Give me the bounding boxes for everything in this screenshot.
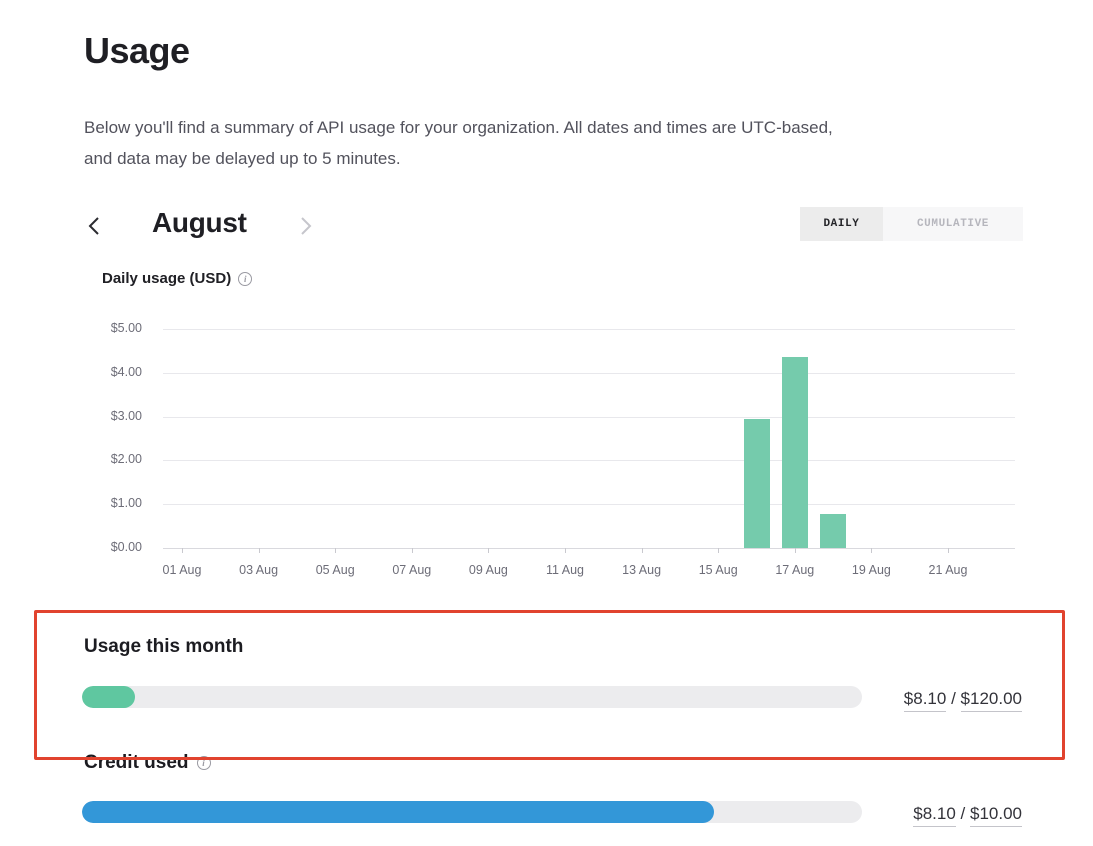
chevron-left-icon xyxy=(88,216,100,236)
credit-used-label: Credit used xyxy=(84,752,189,773)
x-axis-tick-label: 21 Aug xyxy=(928,563,968,577)
x-axis-tick-label: 19 Aug xyxy=(851,563,891,577)
x-axis-tick-label: 17 Aug xyxy=(775,563,815,577)
info-icon[interactable]: i xyxy=(238,271,253,286)
amount-separator: / xyxy=(951,689,956,708)
chart-plot: 01 Aug 03 Aug 05 Aug 07 Aug 09 Aug 11 Aug 13 A… xyxy=(163,329,1015,577)
credit-limit-value[interactable]: $10.00 xyxy=(970,804,1022,827)
y-axis-tick-label: $2.00 xyxy=(110,452,142,467)
gridline xyxy=(163,460,1015,462)
daily-tab[interactable]: DAILY xyxy=(800,207,883,241)
x-axis-tick-label: 15 Aug xyxy=(698,563,738,577)
next-month-button[interactable] xyxy=(294,211,318,241)
usage-bar-17-aug[interactable] xyxy=(781,356,808,548)
gridline xyxy=(163,504,1015,506)
page-description: Below you'll find a summary of API usage… xyxy=(84,112,1014,174)
usage-progress-bar xyxy=(82,686,862,708)
x-axis-tick-label: 03 Aug xyxy=(239,563,279,577)
x-axis-tick xyxy=(411,548,413,553)
x-axis-tick xyxy=(718,548,720,553)
chevron-right-icon xyxy=(300,216,312,236)
x-axis-tick xyxy=(794,548,796,553)
prev-month-button[interactable] xyxy=(82,211,106,241)
page-description-line2: and data may be delayed up to 5 minutes. xyxy=(84,149,401,168)
y-axis-tick-label: $5.00 xyxy=(110,321,142,335)
credit-progress-fill xyxy=(82,801,714,823)
usage-bar-18-aug[interactable] xyxy=(820,513,847,548)
y-axis-tick-label: $0.00 xyxy=(110,540,142,554)
amount-separator: / xyxy=(960,804,966,823)
usage-this-month-heading: Usage this month xyxy=(84,636,243,658)
x-axis-tick-label: 01 Aug xyxy=(162,563,202,577)
x-axis-tick xyxy=(641,548,643,553)
gridline xyxy=(163,548,1015,549)
x-axis-tick xyxy=(258,548,260,553)
credit-used-heading: Credit used i xyxy=(84,752,211,774)
gridline xyxy=(163,329,1015,330)
chart-title: Daily usage (USD) xyxy=(102,270,232,287)
x-axis-tick xyxy=(182,548,183,553)
current-month-label: August xyxy=(152,207,247,238)
gridline xyxy=(163,372,1015,374)
x-axis-tick-label: 13 Aug xyxy=(622,563,662,577)
x-axis-tick xyxy=(335,548,337,553)
cumulative-tab[interactable]: CUMULATIVE xyxy=(883,207,1023,241)
usage-limit-value[interactable]: $120.00 xyxy=(960,689,1022,712)
gridline xyxy=(163,416,1015,418)
page-title: Usage xyxy=(84,30,190,71)
x-axis-tick-label: 11 Aug xyxy=(545,563,585,577)
usage-progress-fill xyxy=(82,686,135,708)
y-axis-tick-label: $3.00 xyxy=(110,408,142,423)
y-axis-tick-label: $4.00 xyxy=(110,364,142,379)
x-axis-tick xyxy=(565,548,566,553)
credit-used-value[interactable]: $8.10 xyxy=(913,804,956,827)
y-axis-tick-label: $1.00 xyxy=(110,496,142,511)
credit-progress-bar xyxy=(82,801,862,823)
highlight-box xyxy=(34,610,1065,760)
x-axis-tick-label: 09 Aug xyxy=(468,563,508,577)
credit-info-icon[interactable]: i xyxy=(196,756,211,770)
x-axis-tick-label: 05 Aug xyxy=(315,563,355,577)
x-axis-tick xyxy=(948,548,949,553)
view-mode-toggle: DAILY CUMULATIVE xyxy=(800,207,1023,241)
usage-amounts: $8.10 / $120.00 xyxy=(782,689,1022,712)
chart-header: Daily usage (USD) i xyxy=(102,270,253,287)
usage-bar-16-aug[interactable] xyxy=(743,418,770,548)
usage-used-value[interactable]: $8.10 xyxy=(903,689,947,712)
x-axis-tick-label: 07 Aug xyxy=(392,563,432,577)
y-axis: $5.00 $4.00 $3.00 $2.00 $1.00 $0.00 xyxy=(84,321,142,554)
credit-amounts: $8.10 / $10.00 xyxy=(782,804,1022,827)
x-axis-tick xyxy=(871,548,873,553)
usage-this-month-label: Usage this month xyxy=(84,636,244,657)
page-description-line1: Below you'll find a summary of API usage… xyxy=(84,118,833,137)
x-axis-tick xyxy=(488,548,490,553)
